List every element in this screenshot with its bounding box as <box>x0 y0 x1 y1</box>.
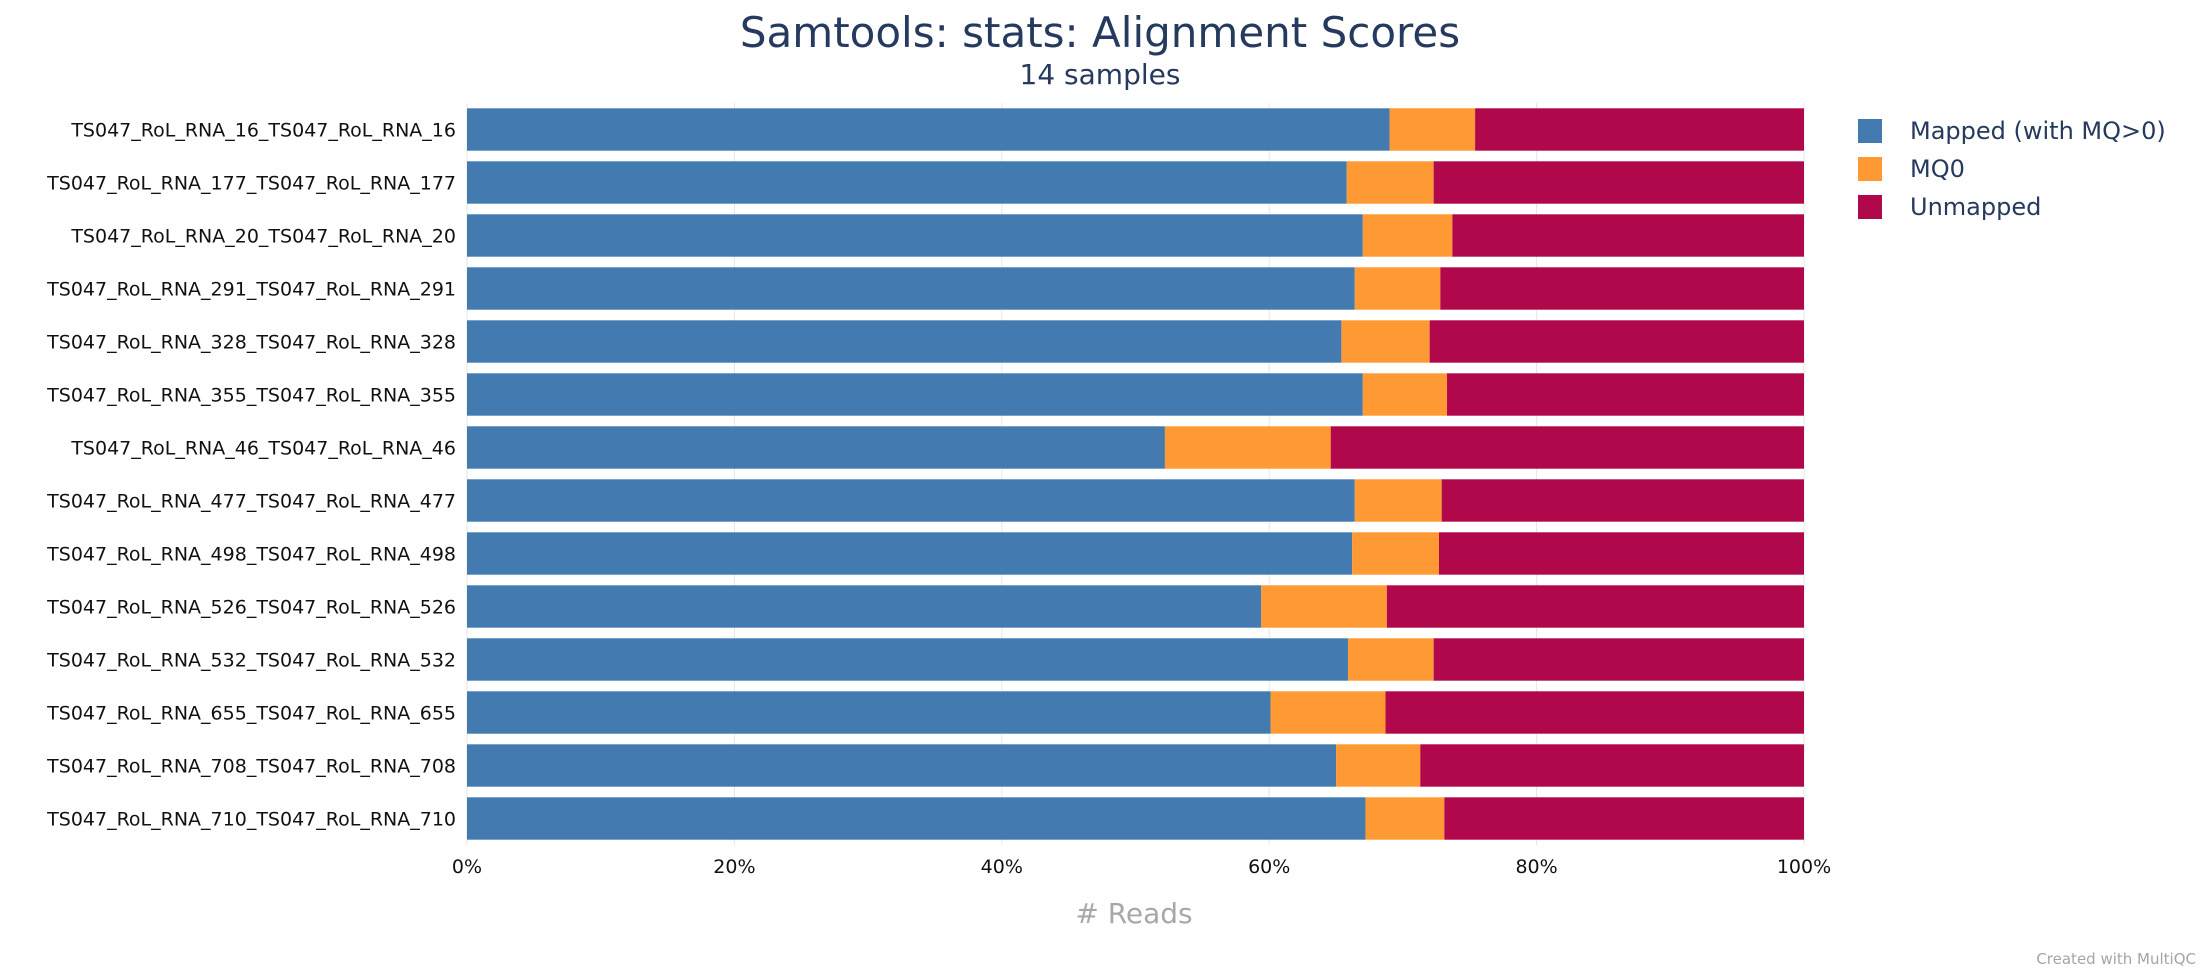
bar-segment-mq0[interactable] <box>1346 161 1434 204</box>
legend-item-unmapped[interactable]: Unmapped <box>1858 188 2166 226</box>
bar-segment-mq0[interactable] <box>1261 585 1387 628</box>
y-category-label: TS047_RoL_RNA_708_TS047_RoL_RNA_708 <box>46 756 456 778</box>
legend-item-mapped[interactable]: Mapped (with MQ>0) <box>1858 112 2166 150</box>
legend-swatch-mq0 <box>1858 157 1882 181</box>
bar-segment-unmapped[interactable] <box>1440 267 1804 310</box>
footer-credit: Created with MultiQC <box>2036 950 2196 968</box>
bar-segment-mapped[interactable] <box>467 267 1355 310</box>
y-axis-labels: TS047_RoL_RNA_16_TS047_RoL_RNA_16 TS047_R… <box>46 120 456 831</box>
x-tick-label: 60% <box>1248 856 1290 878</box>
bar-segment-mq0[interactable] <box>1389 108 1476 151</box>
y-category-label: TS047_RoL_RNA_655_TS047_RoL_RNA_655 <box>46 703 456 725</box>
bar-segment-mapped[interactable] <box>467 214 1363 257</box>
y-category-label: TS047_RoL_RNA_20_TS047_RoL_RNA_20 <box>70 226 456 248</box>
x-tick-label: 80% <box>1515 856 1557 878</box>
bar-segment-mapped[interactable] <box>467 479 1355 522</box>
bar-segment-unmapped[interactable] <box>1475 108 1804 151</box>
x-tick-label: 0% <box>452 856 482 878</box>
bar-segment-mapped[interactable] <box>467 532 1353 575</box>
bar-segment-unmapped[interactable] <box>1330 426 1804 469</box>
bar-segment-mapped[interactable] <box>467 797 1366 840</box>
bar-segment-unmapped[interactable] <box>1447 373 1804 416</box>
bar-segment-mq0[interactable] <box>1348 638 1434 681</box>
bar-segment-mapped[interactable] <box>467 744 1337 787</box>
bar-segment-mapped[interactable] <box>467 691 1271 734</box>
bar-segment-mapped[interactable] <box>467 373 1363 416</box>
y-category-label: TS047_RoL_RNA_710_TS047_RoL_RNA_710 <box>46 809 456 831</box>
bar-segment-mq0[interactable] <box>1362 373 1448 416</box>
x-tick-label: 20% <box>713 856 755 878</box>
y-category-label: TS047_RoL_RNA_498_TS047_RoL_RNA_498 <box>46 544 456 566</box>
bar-segment-unmapped[interactable] <box>1438 532 1804 575</box>
legend-item-mq0[interactable]: MQ0 <box>1858 150 2166 188</box>
bar-segment-mapped[interactable] <box>467 638 1349 681</box>
y-category-label: TS047_RoL_RNA_532_TS047_RoL_RNA_532 <box>46 650 456 672</box>
bar-segment-mapped[interactable] <box>467 320 1342 363</box>
bars <box>467 108 1804 840</box>
bar-segment-mq0[interactable] <box>1341 320 1430 363</box>
bar-segment-unmapped[interactable] <box>1429 320 1804 363</box>
bar-segment-mq0[interactable] <box>1270 691 1386 734</box>
bar-segment-unmapped[interactable] <box>1441 479 1804 522</box>
bar-segment-mq0[interactable] <box>1352 532 1439 575</box>
legend-label-unmapped: Unmapped <box>1910 193 2042 221</box>
bar-segment-mq0[interactable] <box>1354 267 1441 310</box>
chart-subtitle: 14 samples <box>1019 58 1181 91</box>
y-category-label: TS047_RoL_RNA_177_TS047_RoL_RNA_177 <box>46 173 456 195</box>
legend-label-mq0: MQ0 <box>1910 155 1965 183</box>
legend-swatch-mapped <box>1858 119 1882 143</box>
bar-segment-mq0[interactable] <box>1362 214 1453 257</box>
bar-segment-unmapped[interactable] <box>1433 638 1804 681</box>
bar-segment-unmapped[interactable] <box>1385 691 1804 734</box>
y-category-label: TS047_RoL_RNA_526_TS047_RoL_RNA_526 <box>46 597 456 619</box>
bar-segment-mq0[interactable] <box>1365 797 1445 840</box>
y-category-label: TS047_RoL_RNA_355_TS047_RoL_RNA_355 <box>46 385 456 407</box>
legend-label-mapped: Mapped (with MQ>0) <box>1910 117 2166 145</box>
bar-segment-mapped[interactable] <box>467 161 1347 204</box>
bar-segment-mq0[interactable] <box>1354 479 1442 522</box>
x-axis-label: # Reads <box>1075 897 1193 930</box>
x-tick-label: 40% <box>981 856 1023 878</box>
bar-segment-unmapped[interactable] <box>1420 744 1804 787</box>
y-category-label: TS047_RoL_RNA_477_TS047_RoL_RNA_477 <box>46 491 456 513</box>
y-category-label: TS047_RoL_RNA_16_TS047_RoL_RNA_16 <box>70 120 456 142</box>
bar-segment-mapped[interactable] <box>467 108 1390 151</box>
bar-segment-mq0[interactable] <box>1336 744 1421 787</box>
bar-segment-mq0[interactable] <box>1164 426 1331 469</box>
bar-segment-unmapped[interactable] <box>1433 161 1804 204</box>
legend: Mapped (with MQ>0) MQ0 Unmapped <box>1858 112 2166 226</box>
legend-swatch-unmapped <box>1858 195 1882 219</box>
y-category-label: TS047_RoL_RNA_291_TS047_RoL_RNA_291 <box>46 279 456 301</box>
bar-segment-unmapped[interactable] <box>1452 214 1804 257</box>
x-axis-ticks: 0% 20% 40% 60% 80% 100% <box>452 856 1831 878</box>
bar-segment-mapped[interactable] <box>467 585 1262 628</box>
x-tick-label: 100% <box>1777 856 1831 878</box>
chart-title: Samtools: stats: Alignment Scores <box>739 8 1461 57</box>
bar-segment-unmapped[interactable] <box>1444 797 1804 840</box>
y-category-label: TS047_RoL_RNA_46_TS047_RoL_RNA_46 <box>70 438 456 460</box>
y-category-label: TS047_RoL_RNA_328_TS047_RoL_RNA_328 <box>46 332 456 354</box>
bar-segment-mapped[interactable] <box>467 426 1165 469</box>
bar-segment-unmapped[interactable] <box>1386 585 1804 628</box>
